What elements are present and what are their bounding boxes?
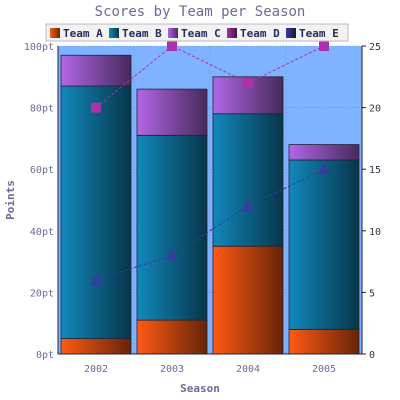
gridlines — [58, 45, 362, 355]
legend-label-team-d: Team D — [240, 27, 280, 40]
bar-team-b-2003 — [136, 134, 208, 321]
bar-team-a-2005 — [288, 328, 360, 355]
bar-team-b-2004 — [212, 113, 284, 247]
bar-team-c-2003 — [136, 88, 208, 136]
legend-swatch-team-c — [168, 28, 178, 38]
point-team-d-2002 — [91, 102, 101, 113]
x-tick-label-2003: 2003 — [160, 364, 184, 375]
y2-tick-label-0: 0 — [369, 350, 375, 361]
legend-label-team-e: Team E — [299, 27, 339, 40]
legend-label-team-a: Team A — [63, 27, 103, 40]
y2-tick-label-20: 20 — [369, 104, 381, 115]
line-team-e — [95, 168, 325, 281]
line-team-d — [95, 45, 325, 108]
y-tick-label-0: 0pt — [36, 350, 54, 361]
legend-swatch-team-a — [50, 28, 60, 38]
y-tick-labels: 0pt 20pt 40pt 60pt 80pt 100pt — [24, 42, 54, 361]
legend: Team A Team B Team C Team D Team E — [45, 23, 349, 42]
bar-team-a-2002 — [60, 338, 132, 355]
legend-label-team-c: Team C — [181, 27, 221, 40]
bar-team-c-2005 — [288, 144, 360, 161]
bar-team-b-2002 — [60, 85, 132, 339]
axes — [57, 45, 366, 355]
legend-label-team-b: Team B — [122, 27, 162, 40]
y-axis-label: Points — [4, 180, 17, 220]
y2-tick-labels: 0 5 10 15 20 25 — [369, 42, 381, 361]
x-tick-label-2004: 2004 — [236, 364, 260, 375]
point-team-d-2005 — [319, 41, 329, 51]
x-tick-labels: 2002 2003 2004 2005 — [84, 364, 336, 375]
y2-tick-label-5: 5 — [369, 288, 375, 299]
x-tick-label-2005: 2005 — [312, 364, 336, 375]
bar-team-a-2004 — [212, 245, 284, 355]
point-team-e-2003 — [166, 249, 178, 261]
bar-team-a-2003 — [136, 319, 208, 355]
legend-swatch-team-e — [286, 28, 296, 38]
bar-team-b-2005 — [288, 159, 360, 330]
y-tick-label-40: 40pt — [30, 227, 54, 238]
y2-tick-label-15: 15 — [369, 165, 381, 176]
bar-team-c-2002 — [60, 54, 132, 87]
line-series-group — [90, 41, 330, 286]
chart-title: Scores by Team per Season — [95, 4, 306, 20]
x-axis-label: Season — [180, 382, 220, 395]
point-team-d-2004 — [243, 77, 253, 88]
legend-swatch-team-d — [227, 28, 237, 38]
point-team-e-2004 — [242, 200, 254, 212]
y2-tick-label-25: 25 — [369, 42, 381, 53]
point-team-e-2005 — [318, 163, 330, 175]
y-tick-label-20: 20pt — [30, 288, 54, 299]
point-team-d-2003 — [167, 41, 177, 51]
y2-tick-label-10: 10 — [369, 227, 381, 238]
y-tick-label-60: 60pt — [30, 165, 54, 176]
point-team-e-2002 — [90, 274, 102, 286]
bar-series-group — [60, 54, 360, 355]
legend-swatch-team-b — [109, 28, 119, 38]
legend-box — [45, 23, 349, 42]
x-tick-label-2002: 2002 — [84, 364, 108, 375]
y-tick-label-100: 100pt — [24, 42, 54, 53]
y-tick-label-80: 80pt — [30, 104, 54, 115]
